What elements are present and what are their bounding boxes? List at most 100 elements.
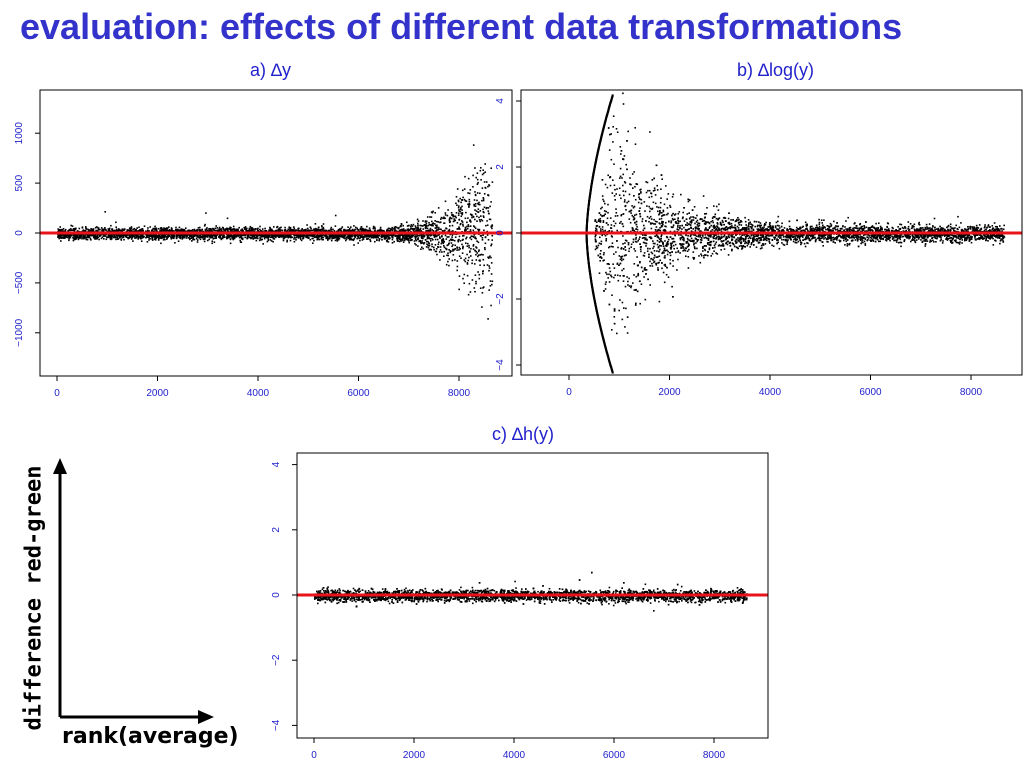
data-point <box>624 326 626 328</box>
data-point <box>148 235 151 238</box>
data-point <box>259 235 262 237</box>
data-point <box>349 229 352 232</box>
data-point <box>161 228 164 231</box>
data-point <box>142 236 144 239</box>
data-point <box>403 230 405 232</box>
data-point <box>443 216 445 219</box>
data-point <box>342 236 345 238</box>
data-point <box>488 184 491 187</box>
data-point <box>432 210 434 213</box>
data-point <box>327 238 329 240</box>
data-point <box>491 234 494 237</box>
data-point <box>96 230 98 232</box>
data-point <box>473 199 476 201</box>
data-point <box>697 239 700 241</box>
data-point <box>315 229 317 231</box>
data-point <box>231 235 233 238</box>
data-point <box>167 234 169 237</box>
data-point <box>424 239 427 241</box>
data-point <box>482 215 485 217</box>
data-point <box>59 230 61 232</box>
data-point <box>416 235 418 238</box>
data-point <box>304 230 307 232</box>
panel-c-title: c) ∆h(y) <box>492 424 555 444</box>
data-point <box>476 220 478 222</box>
data-point <box>408 241 410 244</box>
data-point <box>673 240 676 243</box>
data-point <box>157 235 159 238</box>
data-point <box>348 236 351 238</box>
data-point <box>90 239 92 241</box>
data-point <box>72 229 74 231</box>
data-point <box>487 318 489 320</box>
data-point <box>384 236 387 238</box>
data-point <box>337 228 340 231</box>
data-point <box>426 237 429 240</box>
data-point <box>449 238 452 241</box>
data-point <box>479 264 481 266</box>
data-point <box>454 248 456 250</box>
data-point <box>74 234 76 236</box>
data-point <box>321 225 323 227</box>
data-point <box>413 230 415 232</box>
data-point <box>452 249 455 251</box>
data-point <box>226 237 228 240</box>
data-point <box>231 228 233 231</box>
data-point <box>226 235 229 238</box>
data-point <box>137 238 139 240</box>
data-point <box>391 242 394 244</box>
data-point <box>420 242 423 244</box>
data-point <box>411 238 413 241</box>
data-point <box>290 235 292 238</box>
data-point <box>98 227 100 230</box>
data-point <box>350 238 352 241</box>
data-point <box>61 229 64 231</box>
data-point <box>448 264 450 267</box>
data-point <box>482 254 484 256</box>
data-point <box>179 236 182 238</box>
y-tick-label: 1000 <box>14 122 25 145</box>
data-point <box>189 238 191 240</box>
data-point <box>374 235 376 237</box>
data-point <box>349 235 352 237</box>
data-point <box>490 167 492 169</box>
data-point <box>473 226 476 228</box>
data-point <box>422 228 425 230</box>
data-point <box>267 239 270 242</box>
data-point <box>98 235 101 237</box>
data-point <box>398 233 400 236</box>
data-point <box>351 238 353 241</box>
data-point <box>336 240 339 242</box>
data-point <box>434 223 436 225</box>
data-point <box>465 229 467 231</box>
data-point <box>318 234 320 237</box>
data-point <box>641 220 644 223</box>
data-point <box>468 192 471 195</box>
data-point <box>291 230 293 233</box>
data-point <box>347 237 350 239</box>
data-point <box>91 234 94 237</box>
data-point <box>414 225 417 227</box>
data-point <box>149 235 152 237</box>
data-point <box>460 212 462 214</box>
data-point <box>295 239 297 241</box>
data-point <box>481 306 483 308</box>
data-point <box>476 240 478 242</box>
data-point <box>475 282 477 285</box>
data-point <box>330 226 333 229</box>
data-point <box>424 221 427 223</box>
data-point <box>358 230 360 232</box>
data-point <box>378 234 380 237</box>
data-point <box>999 225 1001 227</box>
data-point <box>285 236 288 238</box>
data-point <box>419 228 422 231</box>
data-point <box>128 229 130 232</box>
data-point <box>648 217 651 219</box>
data-point <box>604 283 607 285</box>
data-point <box>120 234 123 236</box>
data-point <box>388 237 390 239</box>
data-point <box>261 234 264 237</box>
data-point <box>214 234 217 237</box>
data-point <box>474 218 476 221</box>
data-point <box>458 205 460 207</box>
